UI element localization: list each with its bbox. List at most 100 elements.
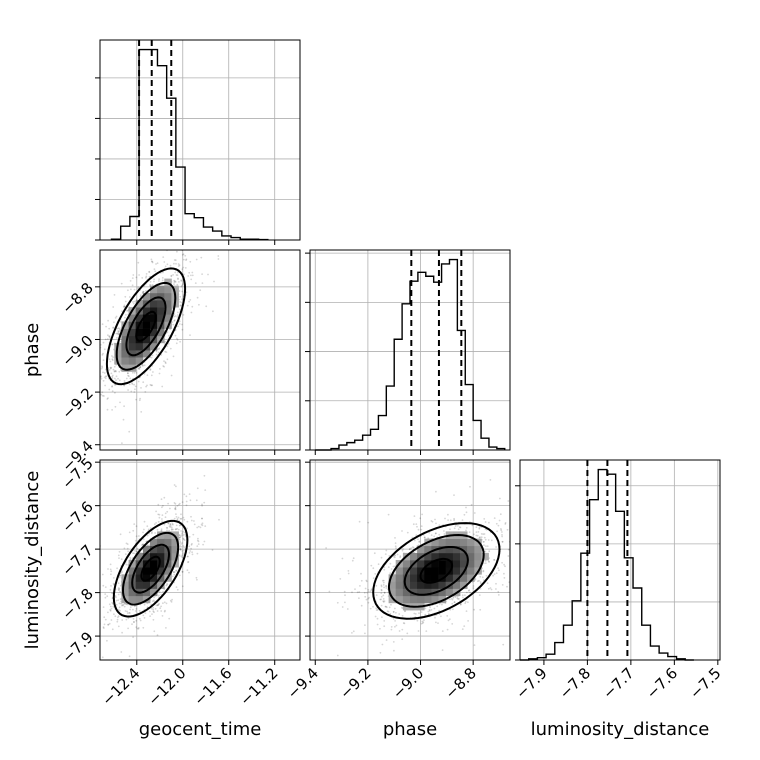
scatter-point <box>103 376 106 379</box>
scatter-point <box>170 526 173 529</box>
scatter-point <box>201 282 204 284</box>
scatter-point <box>191 203 193 205</box>
scatter-point <box>95 374 97 376</box>
scatter-point <box>183 518 186 521</box>
scatter-point <box>111 592 113 594</box>
scatter-point <box>424 613 427 616</box>
scatter-point <box>504 523 507 525</box>
scatter-point <box>379 598 382 601</box>
scatter-point <box>385 605 387 608</box>
density-cell <box>157 567 165 575</box>
scatter-point <box>131 623 133 626</box>
scatter-point <box>161 520 164 523</box>
density-cell <box>417 595 425 604</box>
scatter-point <box>133 523 136 525</box>
scatter-point <box>370 564 373 567</box>
density-cell <box>417 560 425 568</box>
scatter-point <box>178 264 181 266</box>
scatter-point <box>493 559 496 561</box>
scatter-point <box>188 493 191 495</box>
scatter-point <box>173 262 175 265</box>
scatter-point <box>134 549 136 552</box>
scatter-point <box>351 591 353 594</box>
density-cell <box>142 314 151 322</box>
scatter-point <box>174 507 177 510</box>
scatter-point <box>479 587 482 590</box>
scatter-point <box>104 384 106 387</box>
density-cell <box>157 300 165 308</box>
scatter-point <box>185 500 188 503</box>
scatter-point <box>158 594 160 597</box>
scatter-point <box>147 528 150 531</box>
scatter-point <box>138 366 141 369</box>
scatter-point <box>436 605 439 608</box>
scatter-point <box>132 552 134 555</box>
scatter-point <box>179 548 182 551</box>
density-cell <box>410 574 418 582</box>
scatter-point <box>474 578 477 581</box>
scatter-point <box>398 613 401 615</box>
scatter-point <box>413 612 416 615</box>
scatter-point <box>129 377 132 380</box>
scatter-point <box>507 555 510 557</box>
scatter-point <box>453 601 456 603</box>
scatter-point <box>501 540 504 543</box>
scatter-point <box>375 607 378 610</box>
scatter-point <box>449 519 452 522</box>
scatter-point <box>401 614 404 617</box>
scatter-point <box>364 632 366 635</box>
scatter-point <box>138 274 141 276</box>
density-cell <box>150 307 158 315</box>
scatter-point <box>113 365 116 368</box>
scatter-point <box>173 259 176 261</box>
density-cell <box>157 531 165 539</box>
scatter-point <box>482 541 485 543</box>
scatter-point <box>387 610 390 613</box>
scatter-point <box>385 639 388 641</box>
density-cell <box>128 357 137 365</box>
density-cell <box>410 567 418 575</box>
scatter-point <box>146 544 149 547</box>
scatter-point <box>132 618 135 620</box>
scatter-point <box>488 561 490 563</box>
scatter-point <box>186 555 189 558</box>
scatter-point <box>393 649 395 652</box>
scatter-point <box>522 501 524 503</box>
scatter-point <box>102 584 105 587</box>
scatter-point <box>134 385 137 388</box>
scatter-point <box>180 534 183 536</box>
scatter-point <box>149 527 152 530</box>
scatter-point <box>175 274 178 276</box>
density-cell <box>121 328 129 337</box>
scatter-point <box>485 545 487 547</box>
scatter-point <box>115 370 117 373</box>
scatter-point <box>496 530 498 533</box>
scatter-point <box>179 524 182 526</box>
scatter-point <box>516 569 518 571</box>
scatter-point <box>168 334 170 337</box>
scatter-point <box>157 603 160 606</box>
scatter-point <box>174 334 177 337</box>
x-axis-title-phase: phase <box>383 719 437 740</box>
scatter-point <box>160 610 163 612</box>
density-cell <box>157 581 165 589</box>
joint-content <box>98 474 220 660</box>
scatter-point <box>167 502 170 505</box>
scatter-point <box>395 611 397 614</box>
scatter-point <box>163 261 166 263</box>
scatter-point <box>98 604 100 606</box>
scatter-point <box>127 375 130 378</box>
scatter-point <box>387 566 390 568</box>
scatter-point <box>495 572 498 575</box>
scatter-point <box>139 366 142 368</box>
scatter-point <box>132 529 135 532</box>
scatter-point <box>139 366 142 368</box>
scatter-point <box>120 369 122 371</box>
scatter-point <box>171 598 174 601</box>
scatter-point <box>117 333 120 336</box>
scatter-point <box>477 531 480 533</box>
scatter-point <box>420 611 423 613</box>
scatter-point <box>168 617 171 620</box>
scatter-point <box>113 613 115 616</box>
scatter-point <box>188 300 191 303</box>
